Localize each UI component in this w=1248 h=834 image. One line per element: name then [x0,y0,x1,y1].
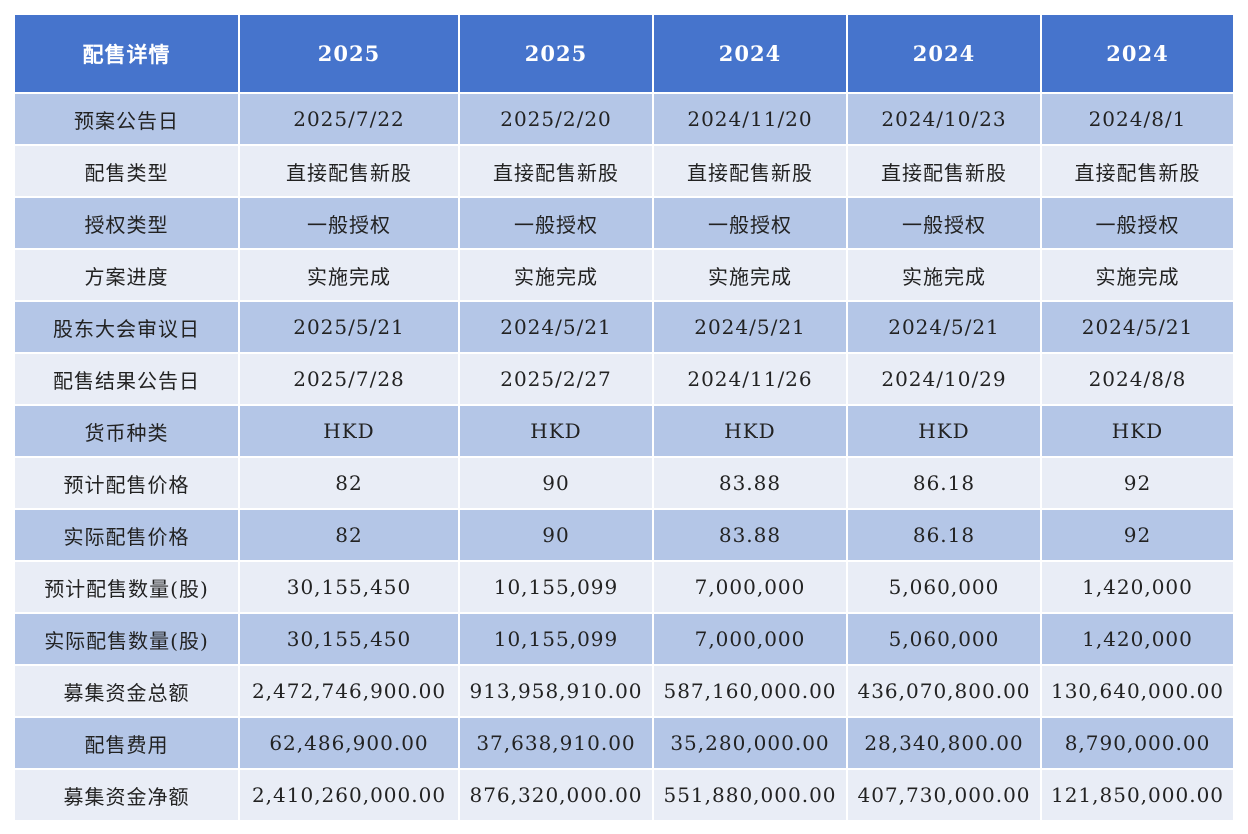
table-cell: 83.88 [654,458,846,508]
header-cell: 配售详情 [15,15,238,92]
table-cell: 121,850,000.00 [1042,770,1233,820]
table-cell: 913,958,910.00 [460,666,652,716]
table-cell: HKD [1042,406,1233,456]
row-label: 募集资金净额 [15,770,238,820]
table-cell: 436,070,800.00 [848,666,1040,716]
table-cell: HKD [654,406,846,456]
table-cell: 2024/10/29 [848,354,1040,404]
table-cell: 37,638,910.00 [460,718,652,768]
table-cell: 2024/10/23 [848,94,1040,144]
table-cell: 30,155,450 [240,614,458,664]
table-cell: 一般授权 [1042,198,1233,248]
table-cell: 一般授权 [460,198,652,248]
row-label: 预案公告日 [15,94,238,144]
table-cell: 8,790,000.00 [1042,718,1233,768]
table-cell: HKD [460,406,652,456]
table-cell: 62,486,900.00 [240,718,458,768]
row-label: 方案进度 [15,250,238,300]
table-cell: 83.88 [654,510,846,560]
table-cell: 2025/7/28 [240,354,458,404]
table-cell: 2024/5/21 [460,302,652,352]
table-cell: 一般授权 [848,198,1040,248]
table-cell: 5,060,000 [848,562,1040,612]
row-label: 授权类型 [15,198,238,248]
header-cell: 2024 [654,15,846,92]
table-cell: 7,000,000 [654,614,846,664]
row-label: 股东大会审议日 [15,302,238,352]
row-label: 配售结果公告日 [15,354,238,404]
table-cell: 587,160,000.00 [654,666,846,716]
row-label: 预计配售数量(股) [15,562,238,612]
table-cell: 直接配售新股 [460,146,652,196]
table-cell: 一般授权 [654,198,846,248]
header-cell: 2025 [460,15,652,92]
row-label: 配售类型 [15,146,238,196]
table-cell: 实施完成 [1042,250,1233,300]
table-cell: 直接配售新股 [1042,146,1233,196]
table-cell: HKD [240,406,458,456]
table-cell: 86.18 [848,458,1040,508]
table-cell: 2024/11/20 [654,94,846,144]
table-cell: 2,472,746,900.00 [240,666,458,716]
table-cell: 90 [460,510,652,560]
table-cell: 130,640,000.00 [1042,666,1233,716]
table-cell: 2024/11/26 [654,354,846,404]
table-cell: HKD [848,406,1040,456]
table-cell: 10,155,099 [460,562,652,612]
table-cell: 35,280,000.00 [654,718,846,768]
table-cell: 1,420,000 [1042,562,1233,612]
table-cell: 2024/5/21 [1042,302,1233,352]
table-cell: 28,340,800.00 [848,718,1040,768]
table-cell: 直接配售新股 [848,146,1040,196]
row-label: 货币种类 [15,406,238,456]
header-cell: 2024 [848,15,1040,92]
table-cell: 407,730,000.00 [848,770,1040,820]
row-label: 募集资金总额 [15,666,238,716]
table-cell: 2024/5/21 [654,302,846,352]
table-cell: 1,420,000 [1042,614,1233,664]
table-cell: 551,880,000.00 [654,770,846,820]
table-cell: 2024/5/21 [848,302,1040,352]
table-cell: 2025/2/20 [460,94,652,144]
header-cell: 2025 [240,15,458,92]
table-cell: 90 [460,458,652,508]
row-label: 实际配售数量(股) [15,614,238,664]
table-cell: 2024/8/8 [1042,354,1233,404]
row-label: 预计配售价格 [15,458,238,508]
row-label: 配售费用 [15,718,238,768]
table-cell: 2024/8/1 [1042,94,1233,144]
table-cell: 实施完成 [654,250,846,300]
table-cell: 10,155,099 [460,614,652,664]
table-cell: 876,320,000.00 [460,770,652,820]
table-cell: 86.18 [848,510,1040,560]
table-cell: 2025/7/22 [240,94,458,144]
table-cell: 一般授权 [240,198,458,248]
table-cell: 直接配售新股 [240,146,458,196]
table-cell: 实施完成 [240,250,458,300]
table-cell: 92 [1042,458,1233,508]
table-cell: 实施完成 [848,250,1040,300]
table-cell: 7,000,000 [654,562,846,612]
table-cell: 5,060,000 [848,614,1040,664]
table-cell: 30,155,450 [240,562,458,612]
table-cell: 2,410,260,000.00 [240,770,458,820]
table-cell: 2025/2/27 [460,354,652,404]
header-cell: 2024 [1042,15,1233,92]
table-cell: 82 [240,510,458,560]
table-cell: 实施完成 [460,250,652,300]
table-cell: 2025/5/21 [240,302,458,352]
table-cell: 92 [1042,510,1233,560]
table-cell: 直接配售新股 [654,146,846,196]
table-cell: 82 [240,458,458,508]
row-label: 实际配售价格 [15,510,238,560]
